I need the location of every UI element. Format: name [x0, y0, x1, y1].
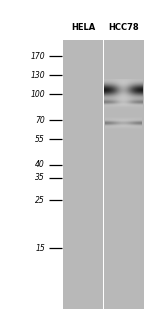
Text: 25: 25 — [35, 196, 45, 204]
Text: 55: 55 — [35, 135, 45, 144]
Bar — [103, 40, 104, 309]
Text: 70: 70 — [35, 116, 45, 124]
Bar — [103, 40, 144, 309]
Text: HCC78: HCC78 — [108, 23, 139, 32]
Text: HELA: HELA — [72, 23, 96, 32]
Text: 130: 130 — [30, 71, 45, 80]
Text: 40: 40 — [35, 160, 45, 169]
Text: 100: 100 — [30, 90, 45, 99]
Bar — [63, 40, 104, 309]
Text: 170: 170 — [30, 52, 45, 60]
Text: 15: 15 — [35, 244, 45, 252]
Text: 35: 35 — [35, 173, 45, 182]
